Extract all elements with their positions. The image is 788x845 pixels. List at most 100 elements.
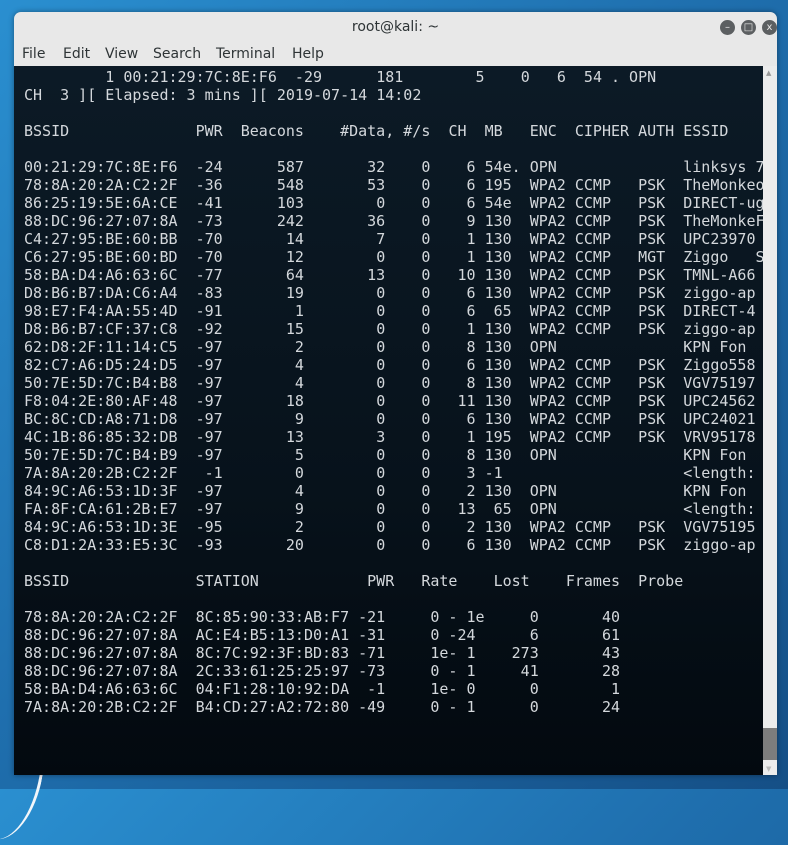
station-pwr: -31: [358, 626, 386, 644]
ap-channel: 1: [466, 428, 476, 446]
ap-channel: 6: [466, 284, 476, 302]
ap-channel: 6: [466, 356, 476, 374]
maximize-button[interactable]: □: [741, 20, 756, 35]
ap-enc: WPA2: [529, 230, 566, 248]
ap-beacons: 15: [285, 320, 304, 338]
ap-data-rate: 0: [421, 158, 431, 176]
ap-essid: <length:: [683, 464, 756, 482]
ap-enc: WPA2: [529, 392, 566, 410]
ap-channel: 8: [466, 446, 476, 464]
menu-terminal[interactable]: Terminal: [216, 46, 276, 62]
ap-beacons: 4: [294, 356, 304, 374]
ap-header-essid: ESSID: [683, 122, 729, 140]
scrollbar[interactable]: ▲ ▼: [763, 66, 777, 775]
ap-channel: 1: [466, 320, 476, 338]
ap-essid: TMNL-A66: [683, 266, 756, 284]
station-station: AC:E4:B5:13:D0:A1: [195, 626, 350, 644]
ap-cipher: CCMP: [574, 356, 611, 374]
top-line-text: 1 00:21:29:7C:8E:F6 -29 181 5 0 6 54 . O…: [24, 68, 657, 86]
station-frames: 28: [601, 662, 621, 680]
ap-data-rate: 0: [421, 320, 431, 338]
ap-cipher: CCMP: [574, 320, 611, 338]
ap-channel: 10: [457, 266, 476, 284]
menu-edit[interactable]: Edit: [63, 46, 91, 62]
station-pwr: -71: [358, 644, 386, 662]
scroll-down-arrow-icon[interactable]: ▼: [766, 765, 772, 773]
menu-help[interactable]: Help: [292, 46, 324, 62]
ap-essid: Ziggo558: [683, 356, 756, 374]
ap-data-rate: 0: [421, 392, 431, 410]
ap-enc: OPN: [529, 500, 557, 518]
ap-beacons: 587: [276, 158, 304, 176]
ap-data: 36: [367, 212, 386, 230]
station-bssid: 88:DC:96:27:07:8A: [24, 626, 178, 644]
menu-file[interactable]: File: [22, 46, 46, 62]
scroll-up-arrow-icon[interactable]: ▲: [766, 69, 772, 77]
ap-cipher: CCMP: [574, 194, 611, 212]
ap-data: 32: [367, 158, 386, 176]
ap-channel: 1: [466, 248, 476, 266]
ap-mb: 65: [493, 302, 512, 320]
ap-bssid: 4C:1B:86:85:32:DB: [24, 428, 178, 446]
ap-data-rate: 0: [421, 230, 431, 248]
window-title: root@kali: ~: [351, 19, 440, 35]
ap-auth: PSK: [638, 428, 666, 446]
ap-data-rate: 0: [421, 212, 431, 230]
ap-mb: 130: [484, 284, 512, 302]
station-rate: 1e- 0: [430, 680, 476, 698]
ap-enc: OPN: [529, 446, 557, 464]
ap-beacons: 14: [285, 230, 304, 248]
ap-data: 0: [376, 374, 386, 392]
station-station: B4:CD:27:A2:72:80: [195, 698, 350, 716]
ap-bssid: 84:9C:A6:53:1D:3F: [24, 482, 178, 500]
ap-auth: PSK: [638, 536, 666, 554]
ap-mb: 195: [484, 176, 512, 194]
ap-beacons: 2: [294, 338, 304, 356]
ap-beacons: 4: [294, 374, 304, 392]
ap-header-cipher: CIPHER: [574, 122, 630, 140]
station-row: 88:DC:96:27:07:8A 2C:33:61:25:25:97 -73 0 -…: [24, 662, 759, 680]
ap-beacons: 5: [294, 446, 304, 464]
ap-bssid: F8:04:2E:80:AF:48: [24, 392, 178, 410]
menu-view[interactable]: View: [105, 46, 139, 62]
ap-header-enc: ENC: [529, 122, 557, 140]
ap-enc: WPA2: [529, 518, 566, 536]
close-button[interactable]: x: [762, 20, 777, 35]
ap-row: 86:25:19:5E:6A:CE -41 103 0 0 6 54e WPA2 CCMP PSK…: [24, 194, 763, 212]
ap-row: 50:7E:5D:7C:B4:B9 -97 5 0 0 8 130 OPN KPN Fon: [24, 446, 759, 464]
scrollbar-thumb[interactable]: [763, 728, 777, 760]
ap-data-rate: 0: [421, 482, 431, 500]
ap-cipher: CCMP: [574, 428, 611, 446]
station-station: 04:F1:28:10:92:DA: [195, 680, 350, 698]
minimize-button[interactable]: –: [720, 20, 735, 35]
ap-enc: OPN: [529, 482, 557, 500]
ap-essid: ziggo-ap: [683, 320, 756, 338]
station-header-rate: Rate: [421, 572, 458, 590]
ap-header-data: #Data,: [340, 122, 395, 140]
ap-enc: WPA2: [529, 194, 566, 212]
ap-enc: WPA2: [529, 320, 566, 338]
ap-bssid: 62:D8:2F:11:14:C5: [24, 338, 178, 356]
ap-enc: OPN: [529, 158, 557, 176]
menu-search[interactable]: Search: [153, 46, 202, 62]
ap-data: 3: [376, 428, 386, 446]
ap-channel: 6: [466, 158, 476, 176]
ap-mb: 65: [493, 500, 512, 518]
ap-channel: 11: [457, 392, 476, 410]
terminal-output[interactable]: 1 00:21:29:7C:8E:F6 -29 181 5 0 6 54 . O…: [14, 66, 763, 775]
ap-row: 4C:1B:86:85:32:DB -97 13 3 0 1 195 WPA2 CCMP PSK V…: [24, 428, 759, 446]
ap-essid: UPC24562: [683, 392, 756, 410]
station-pwr: -21: [358, 608, 386, 626]
station-header-probe: Probe: [638, 572, 684, 590]
ap-mb: 130: [484, 248, 512, 266]
ap-bssid: 7A:8A:20:2B:C2:2F: [24, 464, 178, 482]
ap-data: 13: [367, 266, 386, 284]
ap-header-beacons: Beacons: [240, 122, 304, 140]
ap-pwr: -97: [195, 410, 223, 428]
title-bar[interactable]: root@kali: ~ – □ x: [14, 12, 777, 43]
ap-essid: KPN Fon: [683, 338, 747, 356]
ap-essid: ziggo-ap: [683, 536, 756, 554]
ap-channel: 3: [466, 464, 476, 482]
ap-pwr: -83: [195, 284, 223, 302]
station-lost: 273: [511, 644, 539, 662]
